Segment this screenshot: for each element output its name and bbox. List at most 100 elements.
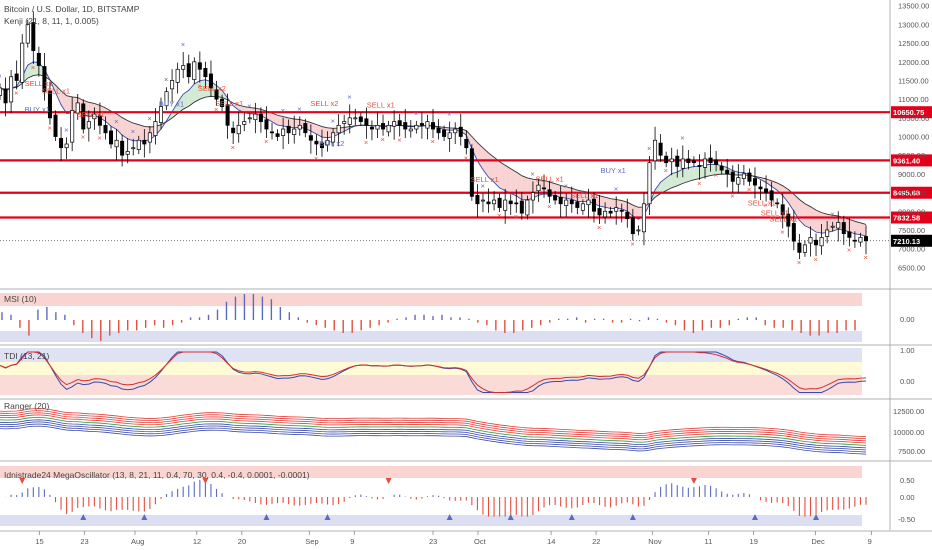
cloud-segment <box>693 166 700 180</box>
price-tick-label: 6500.00 <box>898 263 925 272</box>
msi-histogram <box>0 293 862 342</box>
candle-body <box>369 126 374 130</box>
price-tick-label: 9500.00 <box>898 151 925 160</box>
cloud-segment <box>677 169 683 186</box>
candle-body <box>214 89 219 100</box>
time-tick-label: 23 <box>429 537 437 546</box>
candle-body <box>486 201 491 205</box>
cloud-segment <box>116 113 123 136</box>
candle-body <box>270 131 275 134</box>
candle-body <box>586 199 591 206</box>
signal-x-marker: × <box>730 192 734 201</box>
candle-body <box>103 124 108 134</box>
candle-body <box>114 139 119 148</box>
signal-label: SELL x1 <box>25 79 53 88</box>
candle-body <box>575 201 580 208</box>
candle-body <box>719 166 724 171</box>
cloud-segment <box>510 168 517 196</box>
mega-buy-arrow <box>751 514 758 520</box>
price-tick-label: 11000.00 <box>898 95 929 104</box>
cloud-segment <box>599 195 606 208</box>
candle-body <box>858 237 863 243</box>
candle-body <box>253 113 258 121</box>
candle-body <box>697 165 702 167</box>
signal-markers: × × × × × × × × × × × × × × × × × × × × × × × × × × × × × × × × × × × × × × × ×… <box>0 40 868 267</box>
candle-body <box>158 106 163 123</box>
candle-body <box>752 178 757 186</box>
candle-body <box>425 121 430 129</box>
signal-x-marker: × <box>530 169 534 178</box>
mega-histogram <box>0 466 867 526</box>
signal-x-marker: × <box>580 187 584 196</box>
candle-body <box>580 203 585 211</box>
last-price-tag <box>891 234 932 247</box>
mega-tick-1: 0.00 <box>900 493 915 502</box>
time-tick-label: 9 <box>868 537 872 546</box>
candle-body <box>281 128 286 136</box>
signal-x-marker: × <box>314 154 318 163</box>
cloud-segment <box>188 83 195 107</box>
last-price-label: 7210.13 <box>893 237 920 246</box>
candle-body <box>614 207 619 212</box>
signal-x-marker: × <box>381 135 385 144</box>
signal-x-marker: × <box>480 181 484 190</box>
signal-x-marker: × <box>14 88 18 97</box>
price-tick-label: 8500.00 <box>898 189 925 198</box>
candle-body <box>131 147 136 150</box>
candle-body <box>503 199 508 211</box>
cloud-segment <box>632 205 639 220</box>
mega-buy-arrow <box>446 514 453 520</box>
price-tick-label: 9000.00 <box>898 170 925 179</box>
signal-label: SELL x2 <box>310 99 338 108</box>
cloud-segment <box>793 194 800 221</box>
signal-label: BUY x1 <box>601 166 626 175</box>
candle-body <box>780 204 785 216</box>
candle-body <box>525 199 530 216</box>
time-tick-label: Sep <box>305 537 318 546</box>
candle-body <box>647 162 652 205</box>
candle-body <box>242 121 247 125</box>
candle-body <box>20 42 25 83</box>
time-tick-label: 15 <box>35 537 43 546</box>
signal-label: BUY x1 <box>25 105 50 114</box>
candle-body <box>9 76 14 103</box>
candle-body <box>747 172 752 182</box>
price-axis: 13500.00 13000.00 12500.00 12000.00 11500.00… <box>898 2 929 273</box>
candle-body <box>347 117 352 125</box>
candle-body <box>192 61 197 80</box>
candle-body <box>625 211 630 220</box>
cloud-segment <box>660 177 667 194</box>
ranger-band-line <box>0 421 867 451</box>
cloud-segment <box>172 102 178 118</box>
ranger-tick-0: 12500.00 <box>893 407 924 416</box>
cloud-segment <box>621 200 628 212</box>
candle-body <box>175 68 180 83</box>
mega-sell-arrow <box>690 478 697 484</box>
signal-label: SELL x1 <box>748 199 776 208</box>
time-tick-label: 14 <box>547 537 555 546</box>
cloud-segment <box>849 219 855 234</box>
cloud-segment <box>538 179 545 196</box>
candle-body <box>553 195 558 201</box>
sr-price-label: 9361.40 <box>893 156 920 165</box>
ranger-band-line <box>0 419 867 449</box>
ranger-pane: Ranger (20) 12500.00 10000.00 7500.00 <box>0 401 925 456</box>
cloud-segment <box>782 185 789 203</box>
candle-body <box>147 132 152 143</box>
sr-price-label: 10650.75 <box>893 108 924 117</box>
ranger-title: Ranger (20) <box>4 401 50 411</box>
candle-body <box>120 140 125 156</box>
candle-body <box>86 121 91 129</box>
candle-body <box>564 199 569 207</box>
candle-body <box>59 138 64 149</box>
ranger-mid-line <box>0 416 867 446</box>
candle-body <box>825 229 830 237</box>
candle-body <box>847 231 852 238</box>
candle-body <box>297 124 302 130</box>
time-tick-label: 23 <box>80 537 88 546</box>
candle-body <box>36 53 41 66</box>
cloud-segment <box>310 122 317 134</box>
mega-buy-arrow <box>507 514 514 520</box>
candle-body <box>730 171 735 182</box>
